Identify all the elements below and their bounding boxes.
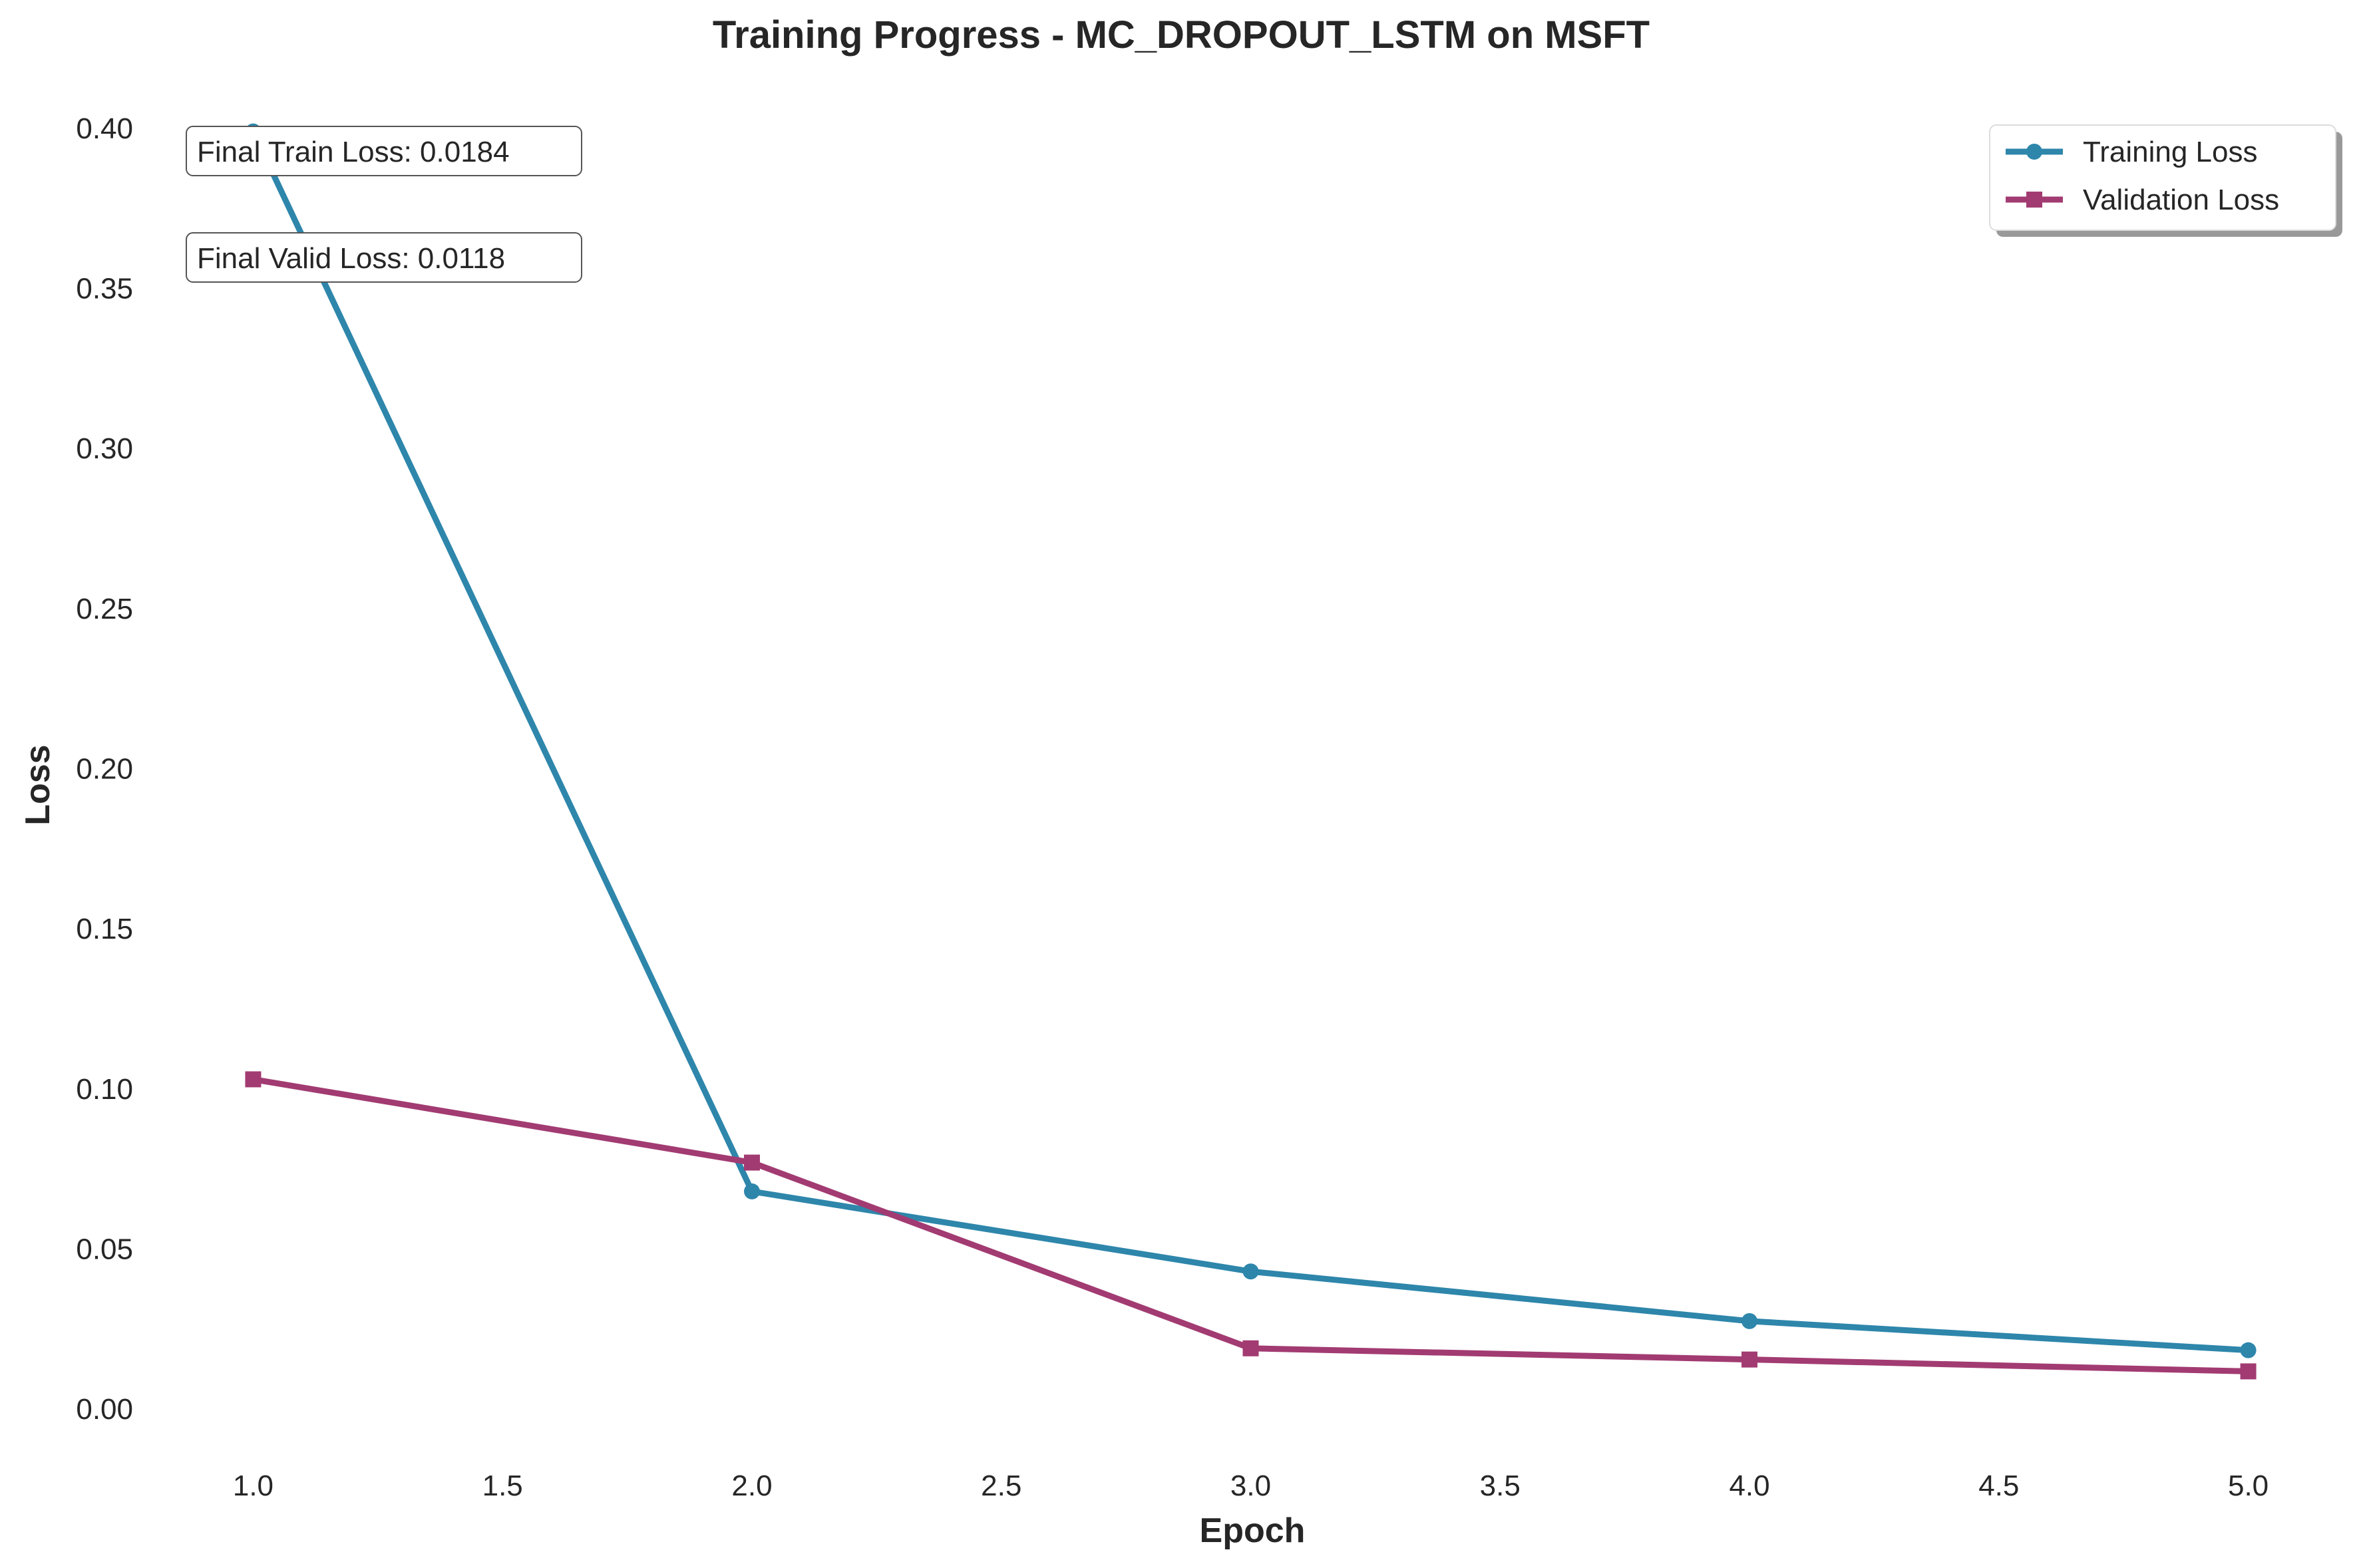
x-axis-ticks: 1.0 1.5 2.0 2.5 3.0 3.5 4.0 4.5 5.0 (233, 1470, 2269, 1502)
x-tick-label: 3.5 (1480, 1470, 1521, 1502)
x-tick-label: 3.0 (1230, 1470, 1271, 1502)
annotation-text: Final Valid Loss: 0.0118 (197, 242, 505, 275)
training-loss-point (743, 1183, 760, 1199)
training-loss-point (2240, 1342, 2257, 1358)
series-layer (245, 123, 2257, 1380)
legend-label: Training Loss (2083, 136, 2258, 168)
annotation-box (186, 232, 582, 283)
chart-title: Training Progress - MC_DROPOUT_LSTM on M… (713, 13, 1650, 57)
y-tick-label: 0.10 (76, 1073, 133, 1106)
annotation-box (186, 126, 582, 176)
annotations: Final Train Loss: 0.0184 Final Valid Loss… (186, 126, 582, 283)
y-tick-label: 0.00 (76, 1393, 133, 1426)
legend: Training Loss Validation Loss (1989, 124, 2342, 237)
y-tick-label: 0.30 (76, 432, 133, 465)
x-tick-label: 1.5 (482, 1470, 523, 1502)
legend-swatch-marker (2026, 144, 2042, 160)
x-tick-label: 4.5 (1978, 1470, 2019, 1502)
training-loss-line (250, 128, 2252, 1354)
x-tick-label: 5.0 (2228, 1470, 2269, 1502)
y-tick-label: 0.35 (76, 272, 133, 305)
training-loss-point (1741, 1313, 1758, 1329)
validation-loss-point (1242, 1340, 1259, 1356)
validation-loss-point (2240, 1363, 2257, 1380)
x-axis-label: Epoch (1200, 1511, 1306, 1550)
validation-loss-line (250, 1076, 2252, 1374)
y-tick-label: 0.40 (76, 112, 133, 145)
legend-label: Validation Loss (2083, 184, 2279, 216)
legend-box (1989, 124, 2336, 231)
validation-loss-point (245, 1071, 262, 1088)
y-axis-label: Loss (19, 744, 57, 825)
validation-loss-point (1741, 1351, 1758, 1368)
x-tick-label: 1.0 (233, 1470, 273, 1502)
y-tick-label: 0.25 (76, 593, 133, 625)
x-tick-label: 2.5 (981, 1470, 1021, 1502)
legend-swatch-marker (2026, 192, 2042, 208)
annotation-text: Final Train Loss: 0.0184 (197, 136, 510, 168)
y-axis-ticks: 0.00 0.05 0.10 0.15 0.20 0.25 0.30 0.35 0.40 (76, 112, 133, 1426)
x-tick-label: 2.0 (731, 1470, 772, 1502)
x-tick-label: 4.0 (1729, 1470, 1769, 1502)
validation-loss-point (743, 1154, 760, 1171)
y-tick-label: 0.05 (76, 1233, 133, 1266)
training-loss-point (1242, 1263, 1259, 1280)
y-tick-label: 0.20 (76, 753, 133, 786)
y-tick-label: 0.15 (76, 913, 133, 945)
